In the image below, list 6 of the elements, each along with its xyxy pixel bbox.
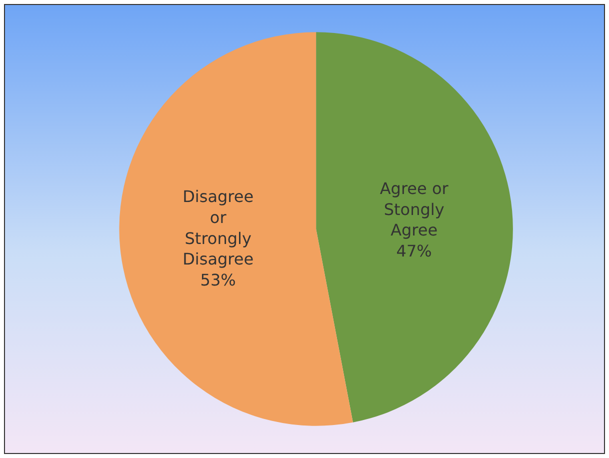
data-label: 53%	[200, 270, 236, 290]
pie-slice	[316, 32, 513, 422]
data-label: 47%	[396, 241, 432, 260]
slice-label: Disagree or Strongly Disagree	[182, 187, 254, 269]
slice-label: Agree or Stongly Agree	[380, 179, 449, 240]
pie-slice	[119, 32, 353, 426]
